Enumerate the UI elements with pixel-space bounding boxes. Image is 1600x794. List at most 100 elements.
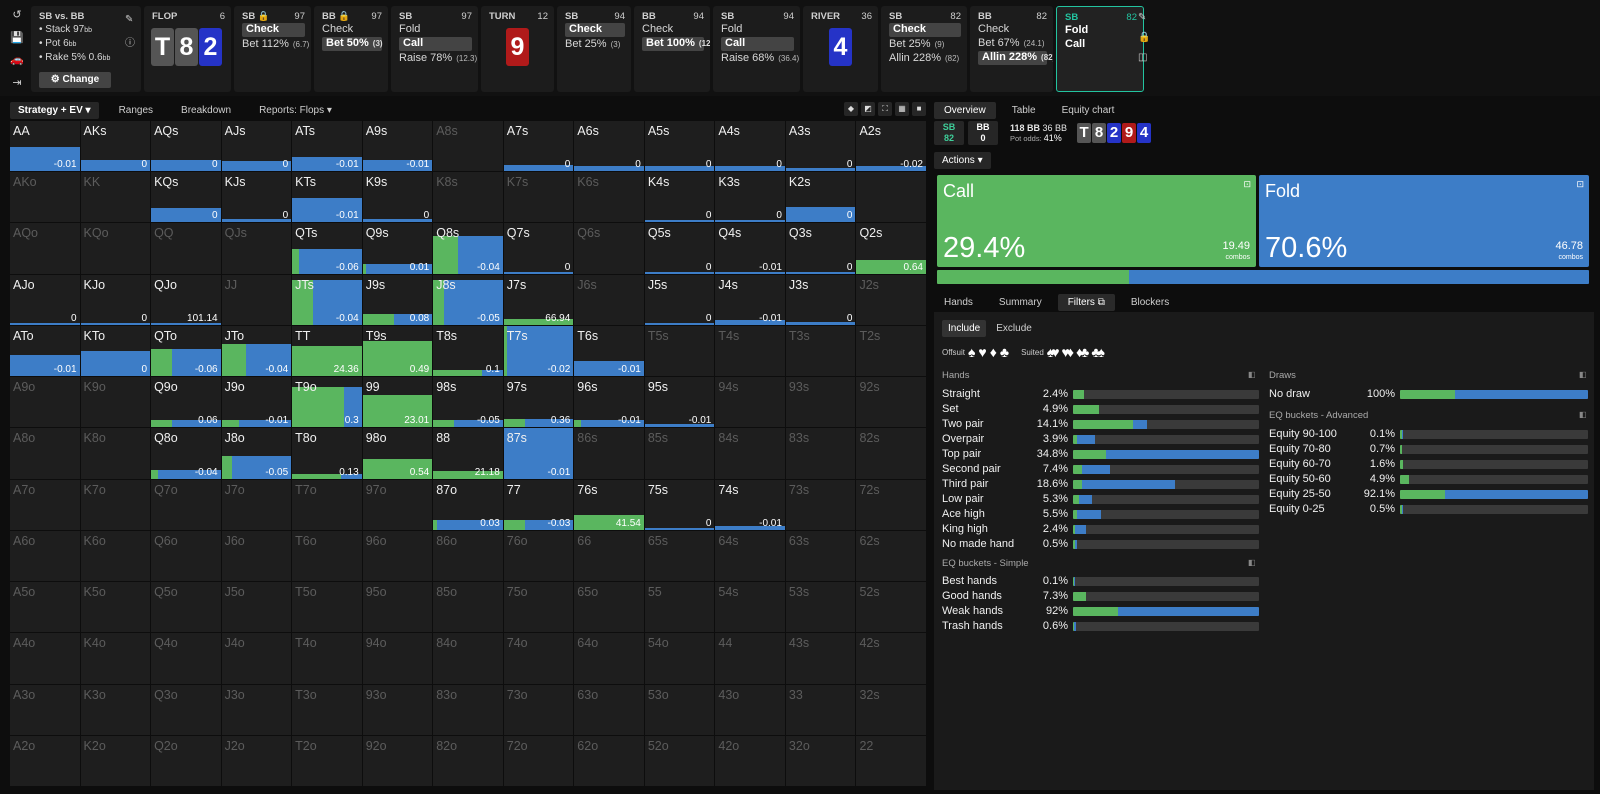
hand-cell[interactable]: J5s 0 (644, 274, 715, 325)
filter-row[interactable]: Low pair 5.3% (942, 492, 1259, 506)
hand-cell[interactable]: 92o (362, 735, 433, 786)
hand-cell[interactable]: 74s -0.01 (715, 479, 785, 530)
hand-cell[interactable]: KQo (80, 223, 151, 274)
refresh-icon[interactable]: ↺ (12, 9, 22, 21)
panel-toggle-icon[interactable]: ◧ (1248, 370, 1256, 379)
edit-pencil-icon[interactable]: ✎ (125, 14, 134, 25)
tab-hands[interactable]: Hands (944, 296, 973, 308)
filter-row[interactable]: Third pair 18.6% (942, 477, 1259, 491)
hand-cell[interactable]: AA -0.01 (10, 121, 80, 172)
hand-cell[interactable]: J4s -0.01 (715, 274, 785, 325)
node-option[interactable]: Check (565, 23, 625, 37)
node-option[interactable]: Call (721, 37, 794, 51)
offsuit-heart-icon[interactable]: ♥ (978, 344, 987, 360)
collapse-icon[interactable]: ⇥ (12, 76, 22, 89)
expand-icon[interactable]: ⊡ (1576, 179, 1584, 189)
hand-cell[interactable]: J4o (221, 633, 292, 684)
hand-cell[interactable]: J9o -0.01 (221, 377, 292, 428)
hand-cell[interactable]: J3o (221, 684, 292, 735)
tab-strategy-ev[interactable]: Strategy + EV ▾ (10, 101, 99, 119)
filter-row[interactable]: Equity 50-60 4.9% (1269, 472, 1588, 486)
hand-cell[interactable]: T8s 0.1 (433, 325, 503, 377)
hand-cell[interactable]: J9s 0.08 (362, 274, 433, 325)
turn-box[interactable]: TURN 12 9 (481, 6, 554, 92)
hand-cell[interactable]: 43s (785, 633, 856, 684)
hand-cell[interactable]: J6s (574, 274, 644, 325)
hand-cell[interactable]: AKo (10, 172, 80, 223)
hand-cell[interactable]: 87s -0.01 (503, 428, 574, 479)
hand-cell[interactable]: A4s 0 (715, 121, 785, 172)
node-option[interactable]: Fold (721, 23, 743, 35)
hand-cell[interactable]: 64o (574, 633, 644, 684)
hand-cell[interactable]: K3o (80, 684, 151, 735)
change-button[interactable]: ⚙ Change (39, 72, 111, 88)
hand-cell[interactable]: 62s (856, 530, 926, 582)
hand-cell[interactable]: Q7s 0 (503, 223, 574, 274)
hand-cell[interactable]: QTo -0.06 (151, 325, 221, 377)
hand-cell[interactable]: AQs 0 (151, 121, 221, 172)
tab-filters[interactable]: Filters ⧉ (1057, 293, 1115, 311)
hand-cell[interactable]: 52o (644, 735, 715, 786)
node-option[interactable]: Allin 228%(82) (889, 52, 960, 64)
hand-cell[interactable]: 53s (785, 582, 856, 633)
tab-table[interactable]: Table (1011, 104, 1036, 116)
hand-cell[interactable]: A3o (10, 684, 80, 735)
node-option[interactable]: Raise 78% (12.3) (399, 52, 478, 64)
hand-cell[interactable]: T6s -0.01 (574, 325, 644, 377)
filter-row[interactable]: Equity 25-50 92.1% (1269, 487, 1588, 501)
action-node-box[interactable]: BB 94 Check Bet 100%(12) (634, 6, 710, 92)
view-contrast-icon[interactable]: ◩ (861, 102, 875, 116)
hand-cell[interactable]: Q9s 0.01 (362, 223, 433, 274)
filter-row[interactable]: Two pair 14.1% (942, 417, 1259, 431)
suited-diamond-club-icon[interactable]: ♦♣ (1075, 344, 1089, 360)
hand-cell[interactable]: J8o -0.05 (221, 428, 292, 479)
hand-cell[interactable]: 75o (503, 582, 574, 633)
suited-heart-diamond-icon[interactable]: ♥♦ (1061, 344, 1075, 360)
node-option[interactable]: Bet 112% (6.7) (242, 38, 310, 50)
hand-cell[interactable]: 32s (856, 684, 926, 735)
hand-cell[interactable]: A8s (433, 121, 503, 172)
hand-cell[interactable]: T9s 0.49 (362, 325, 433, 377)
hand-cell[interactable]: KQs 0 (151, 172, 221, 223)
hand-cell[interactable]: Q4o (151, 633, 221, 684)
hand-cell[interactable]: K7s (503, 172, 574, 223)
hand-cell[interactable]: 84s (715, 428, 785, 479)
hand-cell[interactable]: KTo 0 (80, 325, 151, 377)
hand-cell[interactable]: Q6o (151, 530, 221, 582)
action-node-box[interactable]: BB 82 Check Bet 67%(24.1) Allin 228%(82) (970, 6, 1053, 92)
node-option[interactable]: Bet 100%(12) (642, 37, 710, 51)
hand-cell[interactable]: T2s (856, 325, 926, 377)
hand-cell[interactable]: K8o (80, 428, 151, 479)
hand-cell[interactable]: K8s (433, 172, 503, 223)
hand-cell[interactable]: J6o (221, 530, 292, 582)
exclude-toggle[interactable]: Exclude (996, 323, 1032, 334)
view-solid-icon[interactable]: ■ (912, 102, 926, 116)
filter-row[interactable]: Best hands 0.1% (942, 574, 1259, 588)
hand-cell[interactable]: J2s (856, 274, 926, 325)
node-option[interactable]: Call (399, 37, 472, 51)
hand-cell[interactable]: 63o (574, 684, 644, 735)
hand-cell[interactable]: 53o (644, 684, 715, 735)
hand-cell[interactable]: K6o (80, 530, 151, 582)
hand-cell[interactable]: AKs 0 (80, 121, 151, 172)
hand-cell[interactable]: A8o (10, 428, 80, 479)
hand-cell[interactable]: 93o (362, 684, 433, 735)
hand-cell[interactable]: T8o 0.13 (292, 428, 362, 479)
hand-cell[interactable]: A2o (10, 735, 80, 786)
hand-cell[interactable]: Q7o (151, 479, 221, 530)
hand-cell[interactable]: 84o (433, 633, 503, 684)
panel-toggle-icon[interactable]: ◧ (1579, 410, 1587, 419)
hand-cell[interactable]: T4s (715, 325, 785, 377)
filter-row[interactable]: King high 2.4% (942, 522, 1259, 536)
hand-cell[interactable]: 73o (503, 684, 574, 735)
current-node-option[interactable]: Fold (1065, 24, 1089, 36)
hand-cell[interactable]: 62o (574, 735, 644, 786)
filter-row[interactable]: Straight 2.4% (942, 387, 1259, 401)
filter-row[interactable]: Equity 90-100 0.1% (1269, 427, 1588, 441)
river-box[interactable]: RIVER 36 4 (803, 6, 878, 92)
node-option[interactable]: Fold (399, 23, 421, 35)
node-option[interactable]: Check (242, 23, 305, 37)
node-option[interactable]: Check (889, 23, 961, 37)
hand-cell[interactable]: 52s (856, 582, 926, 633)
filter-row[interactable]: Equity 0-25 0.5% (1269, 502, 1588, 516)
